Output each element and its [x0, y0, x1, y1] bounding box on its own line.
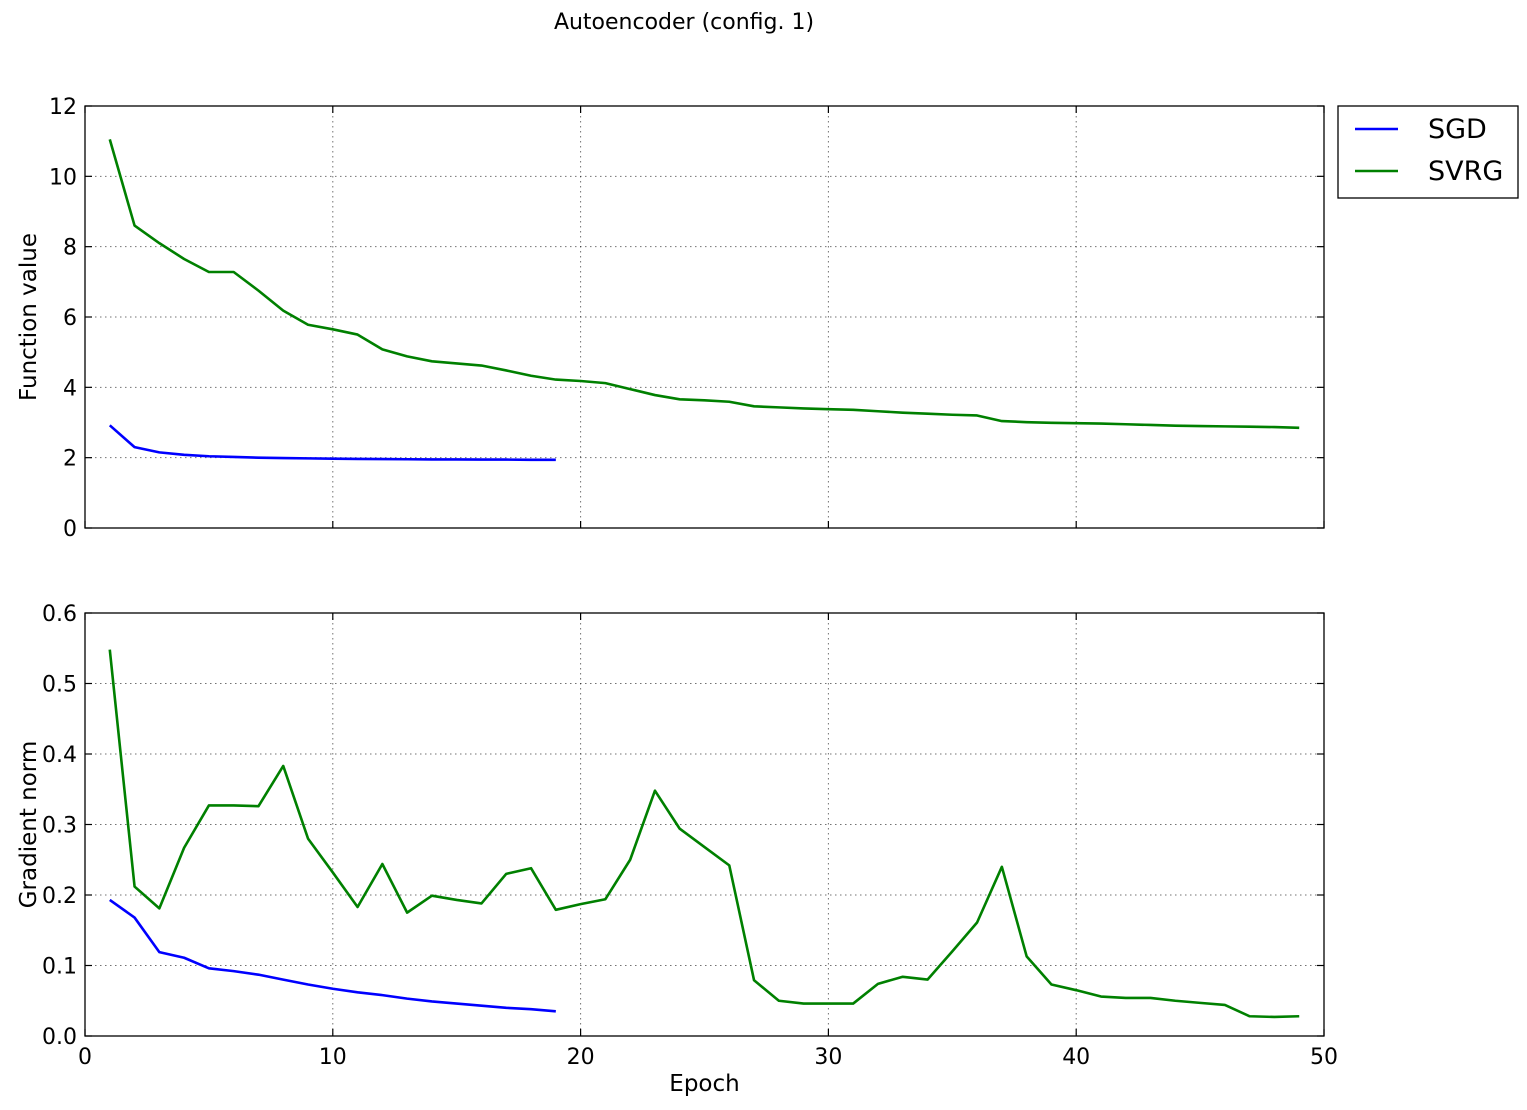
gradient-norm-xtick-label: 20	[567, 1045, 595, 1070]
gradient-norm-xtick-label: 50	[1310, 1045, 1338, 1070]
function-value-series-sgd-line	[108, 424, 556, 462]
gradient-norm-axes-frame	[84, 612, 1325, 1037]
function-value-axes-frame	[84, 105, 1325, 529]
legend-box	[1337, 105, 1519, 199]
function-value-ytick-label: 8	[63, 236, 77, 261]
gradient-norm-series-svrg-line	[108, 649, 1300, 1019]
function-value-ytick-label: 6	[63, 306, 77, 331]
gradient-norm-ytick-label: 0.4	[42, 743, 77, 768]
gradient-norm-xtick-label: 0	[78, 1045, 92, 1070]
gradient-norm-ytick-label: 0.3	[42, 814, 77, 839]
function-value-panel: 0 2 4 6 8 10 12 Function value	[16, 95, 1325, 542]
legend-label-svrg: SVRG	[1428, 156, 1503, 187]
chart-title: Autoencoder (config. 1)	[554, 10, 814, 35]
function-value-ytick-label: 2	[63, 447, 77, 472]
gradient-norm-ytick-label: 0.5	[42, 673, 77, 698]
function-value-ytick-label: 10	[49, 165, 77, 190]
gradient-norm-ytick-label: 0.0	[42, 1025, 77, 1050]
function-value-ytick-label: 12	[49, 95, 77, 120]
gradient-norm-ytick-label: 0.1	[42, 955, 77, 980]
legend-label-sgd: SGD	[1428, 114, 1487, 145]
gradient-norm-ytick-label: 0.2	[42, 884, 77, 909]
function-value-ylabel: Function value	[16, 233, 42, 401]
gradient-norm-xlabel: Epoch	[669, 1071, 739, 1097]
gradient-norm-panel: 0.0 0.1 0.2 0.3 0.4 0.5 0.6 0 10 20 30 40 50 Gradient…	[16, 602, 1338, 1097]
gradient-norm-ytick-label: 0.6	[42, 602, 77, 627]
legend: SGD SVRG	[1337, 105, 1519, 199]
gradient-norm-xtick-label: 30	[814, 1045, 842, 1070]
gradient-norm-xtick-label: 10	[319, 1045, 347, 1070]
function-value-series-svrg-line	[108, 139, 1300, 430]
function-value-ytick-label: 4	[63, 376, 77, 401]
function-value-ytick-label: 0	[63, 517, 77, 542]
gradient-norm-ylabel: Gradient norm	[16, 741, 42, 909]
gradient-norm-series-sgd-line	[109, 898, 556, 1013]
gradient-norm-xtick-label: 40	[1062, 1045, 1090, 1070]
